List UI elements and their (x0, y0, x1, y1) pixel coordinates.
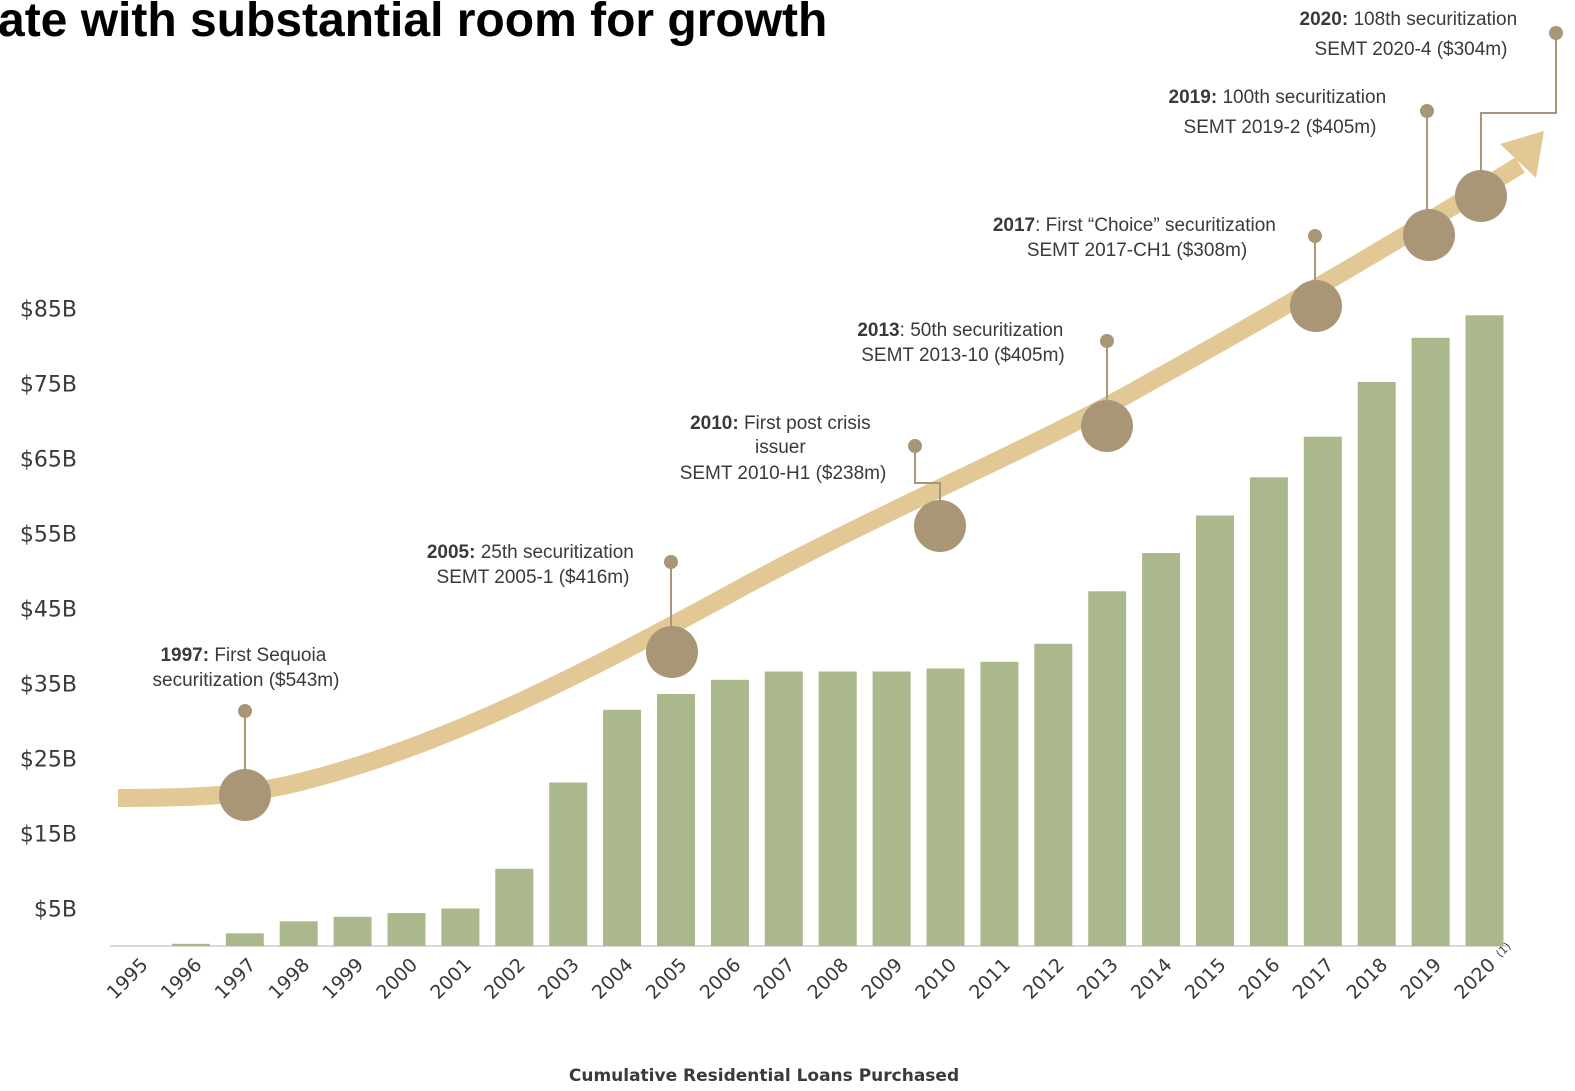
y-axis-ticks: $5B $15B $25B $35B $45B $55B $65B $75B $85B (20, 298, 77, 923)
annotation-2010: 2010: First post crisis issuer SEMT 2010… (680, 413, 887, 484)
bar-2000 (387, 913, 426, 946)
x-tick-label: 1995 (103, 954, 153, 1004)
bar-2003 (549, 782, 588, 946)
milestone-pin-2020 (1549, 26, 1563, 40)
bar-1998 (279, 921, 318, 947)
x-tick-label: 2015 (1181, 954, 1231, 1004)
milestone-marker-2019 (1403, 209, 1455, 261)
milestone-marker-1997 (219, 769, 271, 821)
x-tick-label: 2017 (1289, 954, 1339, 1004)
y-tick-label: $45B (20, 598, 77, 623)
y-tick-label: $85B (20, 298, 77, 323)
milestone-pin-1997 (238, 704, 252, 718)
milestone-marker-2013 (1081, 400, 1133, 452)
x-tick-label: 1997 (211, 954, 261, 1004)
bar-2012 (1034, 643, 1073, 947)
milestone-annotations: 1997: First Sequoia securitization ($543… (153, 9, 1523, 691)
x-tick-label: 2013 (1073, 954, 1123, 1004)
x-axis-label: Cumulative Residential Loans Purchased (569, 1066, 959, 1086)
page-title: ate with substantial room for growth (0, 0, 827, 47)
y-tick-label: $55B (20, 523, 77, 548)
x-tick-label: 1996 (157, 954, 207, 1004)
bar-2014 (1142, 553, 1181, 946)
x-tick-label: 2018 (1342, 954, 1392, 1004)
milestone-markers (219, 26, 1563, 821)
milestone-marker-2017 (1290, 280, 1342, 332)
milestone-marker-2010 (914, 500, 966, 552)
bar-1996 (171, 943, 210, 947)
x-tick-label: 2003 (534, 954, 584, 1004)
x-tick-label: 2005 (642, 954, 692, 1004)
x-tick-label: 2004 (588, 954, 638, 1004)
x-tick-label: 1999 (318, 954, 368, 1004)
x-tick-label: 2000 (372, 954, 422, 1004)
y-tick-label: $35B (20, 673, 77, 698)
x-tick-label: 2011 (965, 954, 1015, 1004)
x-tick-label: 2006 (696, 954, 746, 1004)
milestone-pin-2019 (1420, 104, 1434, 118)
bar-2015 (1196, 515, 1234, 946)
y-tick-label: $75B (20, 373, 77, 398)
annotation-1997: 1997: First Sequoia securitization ($543… (153, 645, 340, 691)
y-tick-label: $5B (34, 898, 77, 923)
milestone-pin-2005 (664, 555, 678, 569)
x-tick-label: 2008 (803, 954, 853, 1004)
x-tick-label: 2019 (1396, 954, 1446, 1004)
bar-2001 (441, 908, 480, 946)
x-tick-label: 1998 (264, 954, 314, 1004)
bar-2016 (1249, 477, 1288, 947)
bar-2008 (818, 671, 857, 946)
annotation-2020: 2020: 108th securitization SEMT 2020-4 (… (1300, 9, 1523, 60)
milestone-marker-2005 (646, 626, 698, 678)
bar-2017 (1303, 436, 1342, 946)
y-tick-label: $15B (20, 823, 77, 848)
milestone-connector-2020 (1480, 33, 1557, 196)
annotation-2017: 2017: First “Choice” securitization SEMT… (993, 215, 1281, 261)
y-tick-label: $65B (20, 448, 77, 473)
x-tick-label: 2012 (1019, 954, 1069, 1004)
milestone-marker-2020 (1455, 170, 1507, 222)
x-tick-label: 2009 (857, 954, 907, 1004)
bar-1999 (333, 916, 372, 947)
milestone-pin-2010 (908, 439, 922, 453)
bar-2013 (1088, 591, 1127, 947)
bar-2019 (1411, 337, 1450, 947)
bar-2004 (603, 709, 642, 947)
bar-2011 (980, 661, 1019, 947)
x-tick-label: 2002 (480, 954, 530, 1004)
milestone-pin-2013 (1100, 334, 1114, 348)
x-tick-label: 2007 (750, 954, 800, 1004)
growth-arrow-head (1500, 131, 1544, 178)
bar-2007 (764, 671, 803, 946)
y-tick-label: $25B (20, 748, 77, 773)
x-tick-label: 2001 (426, 954, 476, 1004)
bar-2006 (710, 679, 749, 947)
x-tick-label: 2020 (1450, 954, 1500, 1004)
bar-2010 (926, 668, 965, 946)
bar-2002 (495, 868, 534, 947)
bar-2018 (1357, 382, 1396, 946)
x-axis-ticks: 1995 1996 1997 1998 1999 2000 2001 2002 2003 2004… (103, 940, 1514, 1004)
x-tick-label: 2016 (1235, 954, 1285, 1004)
bars (171, 315, 1504, 947)
annotation-2019: 2019: 100th securitization SEMT 2019-2 (… (1169, 87, 1392, 138)
x-tick-label: 2014 (1127, 954, 1177, 1004)
bar-1997 (225, 933, 264, 947)
annotation-2013: 2013: 50th securitization SEMT 2013-10 (… (857, 320, 1068, 366)
x-tick-label: 2010 (911, 954, 961, 1004)
growth-arrow-line (117, 157, 1525, 807)
growth-trend (117, 131, 1544, 807)
annotation-2005: 2005: 25th securitization SEMT 2005-1 ($… (427, 542, 639, 588)
milestone-pin-2017 (1308, 229, 1322, 243)
bar-2020 (1465, 315, 1504, 947)
bar-2009 (872, 671, 911, 946)
bar-2005 (657, 694, 695, 946)
